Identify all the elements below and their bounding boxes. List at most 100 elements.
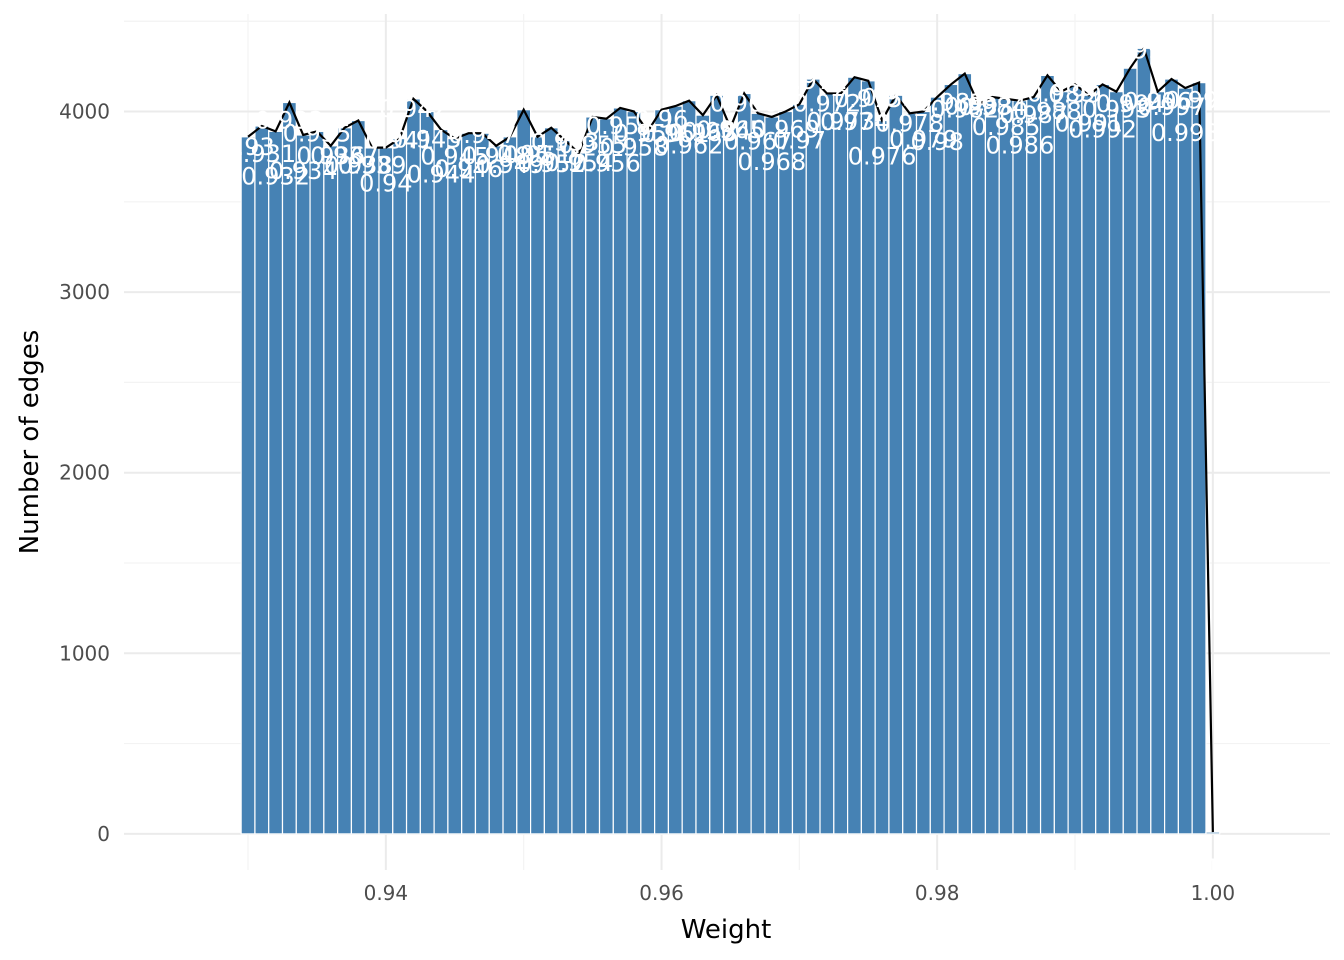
bar-label: 0.957 bbox=[586, 112, 655, 140]
bar-label: 0.996 bbox=[1123, 88, 1192, 116]
histogram-bar bbox=[240, 136, 256, 835]
histogram-bar bbox=[405, 98, 421, 835]
bar-label: 0.941 bbox=[365, 127, 434, 155]
histogram-bar bbox=[750, 112, 766, 835]
bar-label: 0.993 bbox=[1082, 96, 1151, 124]
bar-label: 0.933 bbox=[255, 106, 324, 134]
histogram-bar bbox=[1164, 78, 1179, 835]
bar-label: 0.938 bbox=[324, 152, 393, 180]
bar-label: 0.997 bbox=[1137, 93, 1206, 121]
histogram-bar bbox=[474, 132, 490, 835]
bar-label: 0.946 bbox=[434, 155, 503, 183]
histogram-bar bbox=[778, 110, 794, 835]
histogram-bar bbox=[612, 107, 628, 835]
histogram-bar bbox=[295, 134, 311, 835]
bar-label: 0.978 bbox=[875, 109, 944, 137]
bar-label: 0.974 bbox=[820, 108, 889, 136]
bar-label: 0.935 bbox=[283, 119, 352, 147]
histogram-bar bbox=[860, 80, 876, 835]
bar-label: 0.951 bbox=[503, 141, 572, 169]
histogram-bar bbox=[1136, 47, 1152, 835]
histogram-bar bbox=[392, 138, 408, 835]
histogram-bar bbox=[1191, 82, 1207, 835]
bar-label: 0.95 bbox=[497, 141, 550, 169]
histogram-bar bbox=[667, 105, 683, 835]
bar-label: 0.981 bbox=[917, 88, 986, 116]
histogram-bar bbox=[529, 136, 545, 835]
histogram-bar bbox=[488, 145, 504, 835]
bar-label: 0.954 bbox=[544, 149, 613, 177]
bar-label: 0.937 bbox=[310, 142, 379, 170]
histogram-bar bbox=[1053, 91, 1069, 835]
histogram-bar bbox=[571, 152, 587, 835]
histogram-bar bbox=[447, 138, 463, 835]
bar-label: 0.934 bbox=[269, 157, 338, 185]
bar-label: 0.987 bbox=[999, 101, 1068, 129]
bar-label: 0.956 bbox=[572, 150, 641, 178]
bar-label: 0.98 bbox=[910, 128, 963, 156]
y-axis-title: Number of edges bbox=[15, 330, 45, 555]
histogram-bar bbox=[654, 109, 670, 835]
histogram-bar bbox=[254, 125, 270, 835]
bars bbox=[240, 47, 1221, 835]
bar-label: 0.999 bbox=[1165, 87, 1234, 115]
histogram-bar bbox=[971, 103, 987, 835]
x-axis-title: Weight bbox=[681, 915, 772, 945]
histogram-bar bbox=[791, 103, 807, 835]
histogram-bar bbox=[805, 78, 821, 835]
bar-label: 0.961 bbox=[641, 120, 710, 148]
histogram-bar bbox=[626, 110, 642, 835]
tick-labels: 0.94 0.96 0.98 1.00 0 1000 2000 3000 4000 bbox=[59, 100, 1235, 905]
bar-label: 0.955 bbox=[558, 131, 627, 159]
bar-label: 0.966 bbox=[710, 89, 779, 117]
histogram-bar bbox=[709, 94, 725, 835]
histogram-bar bbox=[1150, 91, 1166, 835]
histogram-bar bbox=[915, 110, 931, 835]
bar-label: 0.94 bbox=[359, 170, 412, 198]
bar-label: 0.944 bbox=[407, 161, 476, 189]
histogram-bar bbox=[888, 94, 904, 835]
y-tick-label: 2000 bbox=[59, 461, 110, 485]
bar-label: 0.964 bbox=[682, 117, 751, 145]
x-tick-label: 1.00 bbox=[1191, 881, 1236, 905]
histogram-bar bbox=[943, 83, 959, 835]
histogram-bar bbox=[819, 92, 835, 835]
bar-label: 0.959 bbox=[613, 119, 682, 147]
bar-label: 0.976 bbox=[848, 143, 917, 171]
histogram-bar bbox=[1177, 87, 1193, 835]
histogram-bar bbox=[1108, 91, 1124, 835]
histogram-bar bbox=[1012, 100, 1028, 835]
bar-label: 0.975 bbox=[834, 85, 903, 113]
bar-label: 0.958 bbox=[600, 134, 669, 162]
count-line bbox=[247, 45, 1214, 833]
histogram-bar bbox=[929, 96, 945, 835]
x-tick-label: 0.98 bbox=[915, 881, 960, 905]
histogram-bar bbox=[543, 127, 559, 835]
histogram-bar bbox=[846, 76, 862, 835]
histogram-bar bbox=[350, 119, 366, 835]
bar-label: 0.977 bbox=[861, 83, 930, 111]
bar-label: 0.991 bbox=[1054, 109, 1123, 137]
bar-label: 0.989 bbox=[1027, 80, 1096, 108]
histogram-bar bbox=[874, 119, 890, 835]
bar-label: 0.949 bbox=[476, 151, 545, 179]
bar-label: 0.983 bbox=[944, 92, 1013, 120]
bar-label: 0.96 bbox=[635, 106, 688, 134]
bar-label: 0.979 bbox=[889, 126, 958, 154]
bar-labels: 0.930.9310.9320.9330.9340.9350.9360.9370… bbox=[221, 36, 1233, 882]
bar-label: 0.972 bbox=[793, 89, 862, 117]
histogram-bar bbox=[364, 147, 380, 835]
histogram-bar bbox=[557, 139, 573, 835]
bar-label: 0.936 bbox=[296, 142, 365, 170]
bar-label: 0.969 bbox=[751, 116, 820, 144]
bar-label: 0.994 bbox=[1096, 90, 1165, 118]
histogram-bar bbox=[323, 145, 339, 835]
histogram-bar bbox=[598, 118, 614, 835]
histogram-bar bbox=[833, 92, 849, 835]
bar-label: 0.943 bbox=[393, 126, 462, 154]
bar-label: 0.995 bbox=[1110, 36, 1179, 64]
bar-label: 0.985 bbox=[972, 113, 1041, 141]
histogram-bar bbox=[1039, 74, 1055, 835]
bar-label: 0.988 bbox=[1013, 97, 1082, 125]
histogram-bar bbox=[419, 110, 435, 835]
